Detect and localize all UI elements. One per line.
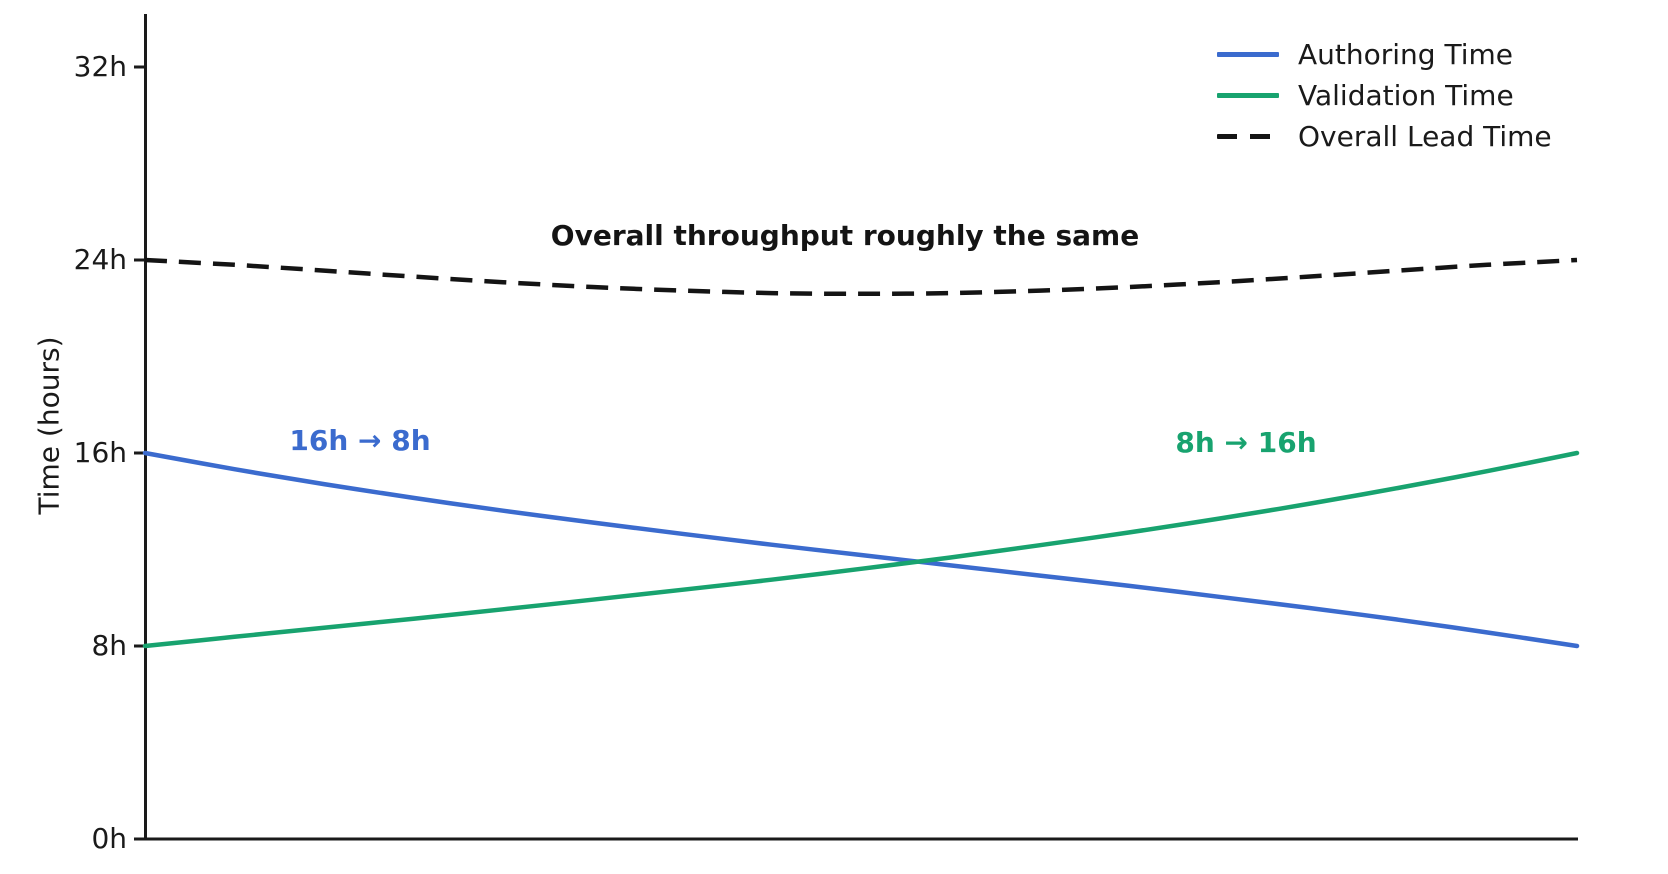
- validation-line-swatch: [1217, 93, 1279, 98]
- overall-lead-time-line: [144, 257, 1578, 297]
- authoring-time-line: [142, 450, 1580, 649]
- legend-label-validation: Validation Time: [1298, 79, 1514, 112]
- y-tick-label: 0h: [91, 822, 127, 855]
- legend-item-authoring: Authoring Time: [1217, 34, 1552, 75]
- y-tick-label: 24h: [73, 243, 127, 276]
- legend-label-authoring: Authoring Time: [1298, 38, 1513, 71]
- y-tick-label: 32h: [73, 50, 127, 83]
- legend-item-validation: Validation Time: [1217, 75, 1552, 116]
- legend-label-overall: Overall Lead Time: [1298, 120, 1552, 153]
- annotation-authoring-change: 16h → 8h: [289, 424, 431, 457]
- annotation-overall-throughput: Overall throughput roughly the same: [550, 219, 1140, 252]
- y-axis-title: Time (hours): [32, 336, 66, 515]
- overall-lead-time-line-swatch: [1217, 134, 1279, 139]
- legend: Authoring Time Validation Time Overall L…: [1217, 34, 1552, 157]
- y-tick-label: 16h: [73, 436, 127, 469]
- validation-time-line: [142, 450, 1580, 649]
- y-tick-label: 8h: [91, 629, 127, 662]
- authoring-line-swatch: [1217, 52, 1279, 57]
- annotation-validation-change: 8h → 16h: [1175, 426, 1317, 459]
- y-axis-tick-marks: [134, 65, 146, 841]
- legend-item-overall: Overall Lead Time: [1217, 116, 1552, 157]
